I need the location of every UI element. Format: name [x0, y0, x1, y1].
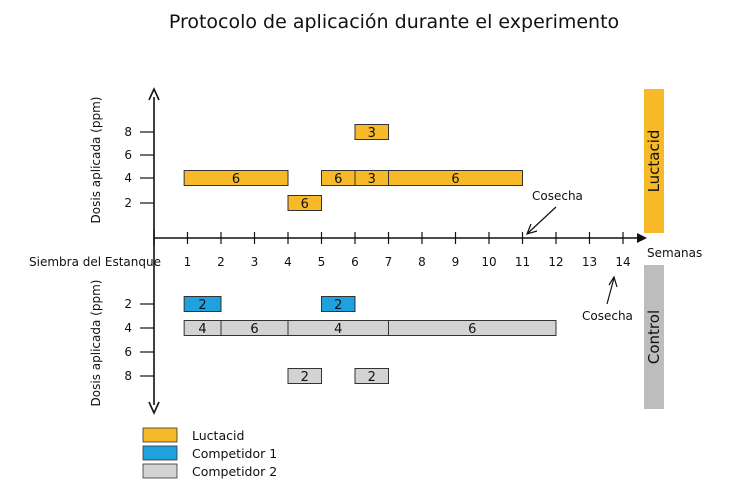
legend-label-competidor2: Competidor 2 — [192, 464, 277, 479]
bottom-y-axis-label: Dosis aplicada (ppm) — [89, 280, 103, 407]
y-tick-label: 4 — [124, 171, 132, 185]
y-tick-label: 6 — [124, 345, 132, 359]
dose-bar-luctacid — [354, 124, 389, 140]
dose-bar-label: 3 — [368, 126, 376, 141]
x-tick-label: 12 — [548, 255, 563, 269]
legend-swatch-competidor1 — [142, 445, 178, 461]
dose-bar-luctacid — [183, 170, 289, 186]
x-tick-label: 10 — [481, 255, 496, 269]
x-tick-label: 14 — [615, 255, 630, 269]
legend-label-competidor1: Competidor 1 — [192, 446, 277, 461]
y-tick-label: 8 — [124, 369, 132, 383]
x-tick-label: 4 — [284, 255, 292, 269]
x-tick-label: 6 — [351, 255, 359, 269]
x-tick-label: 3 — [251, 255, 259, 269]
dose-bar-label: 4 — [334, 322, 342, 337]
bottom-y-axis-arrowhead — [148, 401, 160, 415]
dose-bar-label: 2 — [301, 370, 309, 385]
y-tick-label: 2 — [124, 297, 132, 311]
y-tick-label: 6 — [124, 148, 132, 162]
x-tick-label: 13 — [582, 255, 597, 269]
top-y-axis-ticks: 2 4 6 8 — [124, 125, 154, 210]
x-tick-label: 8 — [418, 255, 426, 269]
x-tick-label: 7 — [385, 255, 393, 269]
dose-bar-luctacid — [388, 170, 523, 186]
dose-bar-competidor2 — [388, 320, 557, 336]
y-tick-label: 8 — [124, 125, 132, 139]
pond-seeding-label: Siembra del Estanque — [29, 255, 161, 269]
x-tick-label: 11 — [515, 255, 530, 269]
dose-bar-label: 2 — [334, 298, 342, 313]
x-tick-label: 2 — [217, 255, 225, 269]
dose-bar-luctacid — [287, 195, 322, 211]
luctacid-side-bar — [644, 89, 664, 233]
harvest-arrowhead-control — [608, 275, 618, 288]
x-axis-ticks: 1 2 3 4 5 6 7 8 9 10 11 12 13 14 — [153, 230, 631, 269]
legend: Luctacid Competidor 1 Competidor 2 — [142, 427, 277, 479]
legend-swatch-luctacid — [142, 427, 178, 443]
control-side-label: Control — [645, 310, 663, 364]
diagram-title: Protocolo de aplicación durante el exper… — [169, 11, 619, 33]
dose-bar-label: 6 — [232, 172, 240, 187]
dose-bar-competidor2 — [287, 368, 322, 384]
harvest-label-control: Cosecha — [582, 309, 633, 323]
dose-bar-label: 2 — [368, 370, 376, 385]
bottom-dose-bars: 2 2 4 6 4 6 2 2 — [183, 296, 557, 385]
harvest-arrow-luctacid — [527, 206, 557, 234]
dose-bar-label: 6 — [334, 172, 342, 187]
x-tick-label: 1 — [184, 255, 192, 269]
dose-bar-label: 6 — [250, 322, 258, 337]
dose-bar-competidor1 — [321, 296, 356, 312]
top-y-axis-arrowhead — [148, 87, 160, 101]
harvest-arrow-control — [606, 277, 615, 305]
time-axis-arrowhead — [637, 233, 647, 243]
dose-bar-competidor2 — [354, 368, 389, 384]
x-tick-label: 9 — [452, 255, 460, 269]
top-y-axis-label: Dosis aplicada (ppm) — [89, 97, 103, 224]
luctacid-side-label: Luctacid — [645, 130, 663, 193]
harvest-arrowhead-luctacid — [525, 223, 538, 235]
x-tick-label: 5 — [318, 255, 326, 269]
y-tick-label: 4 — [124, 321, 132, 335]
dose-bar-competidor1 — [183, 296, 222, 312]
dose-bar-label: 3 — [368, 172, 376, 187]
dose-bar-label: 4 — [198, 322, 206, 337]
weeks-axis-label: Semanas — [647, 246, 702, 260]
dose-bar-label: 6 — [451, 172, 459, 187]
bottom-y-axis-ticks: 2 4 6 8 — [124, 297, 154, 383]
legend-label-luctacid: Luctacid — [192, 428, 244, 443]
control-side-bar — [644, 265, 664, 409]
dose-bar-label: 2 — [198, 298, 206, 313]
y-tick-label: 2 — [124, 196, 132, 210]
dose-bar-label: 6 — [301, 197, 309, 212]
legend-swatch-competidor2 — [142, 463, 178, 479]
top-dose-bars: 6 6 6 3 6 3 — [183, 124, 523, 212]
dose-bar-label: 6 — [468, 322, 476, 337]
harvest-label-luctacid: Cosecha — [532, 189, 583, 203]
